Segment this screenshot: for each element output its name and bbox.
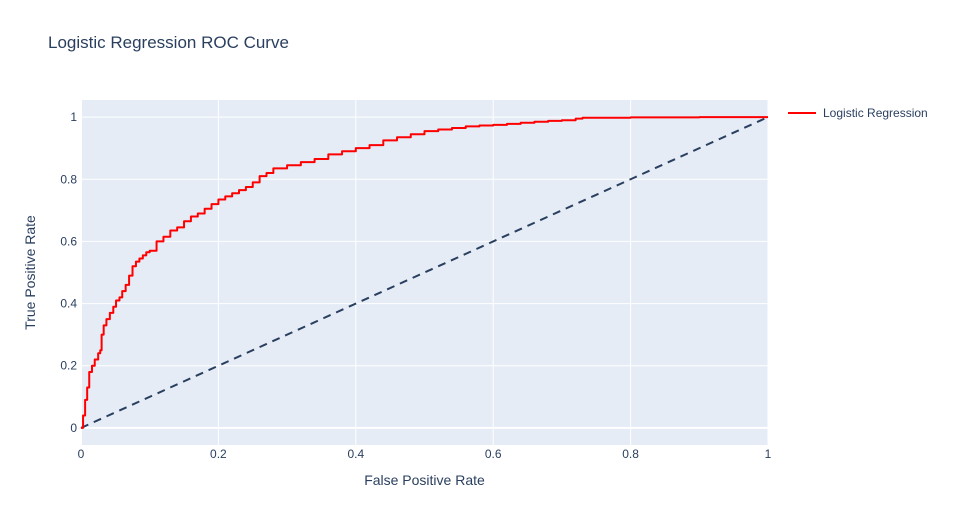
- y-tick-label: 0.8: [60, 172, 77, 186]
- chart-title: Logistic Regression ROC Curve: [48, 33, 289, 52]
- x-tick-label: 0.6: [485, 447, 502, 461]
- plot-area: [81, 100, 768, 445]
- roc-curve-line: [81, 116, 768, 429]
- x-tick-label: 0.8: [622, 447, 639, 461]
- y-axis-title: True Positive Rate: [22, 215, 38, 330]
- x-tick-label: 0.2: [210, 447, 227, 461]
- legend-swatch-logistic-regression: [788, 112, 816, 114]
- x-axis-title: False Positive Rate: [364, 472, 485, 488]
- x-tick-label: 0: [78, 447, 85, 461]
- legend-label-logistic-regression: Logistic Regression: [823, 106, 928, 120]
- legend[interactable]: Logistic Regression: [788, 106, 928, 120]
- x-tick-label: 1: [765, 447, 772, 461]
- x-tick-label: 0.4: [347, 447, 364, 461]
- y-tick-label: 0.2: [60, 359, 77, 373]
- y-tick-label: 0: [70, 421, 77, 435]
- y-tick-label: 0.4: [60, 297, 77, 311]
- y-tick-label: 1: [70, 110, 77, 124]
- y-tick-label: 0.6: [60, 234, 77, 248]
